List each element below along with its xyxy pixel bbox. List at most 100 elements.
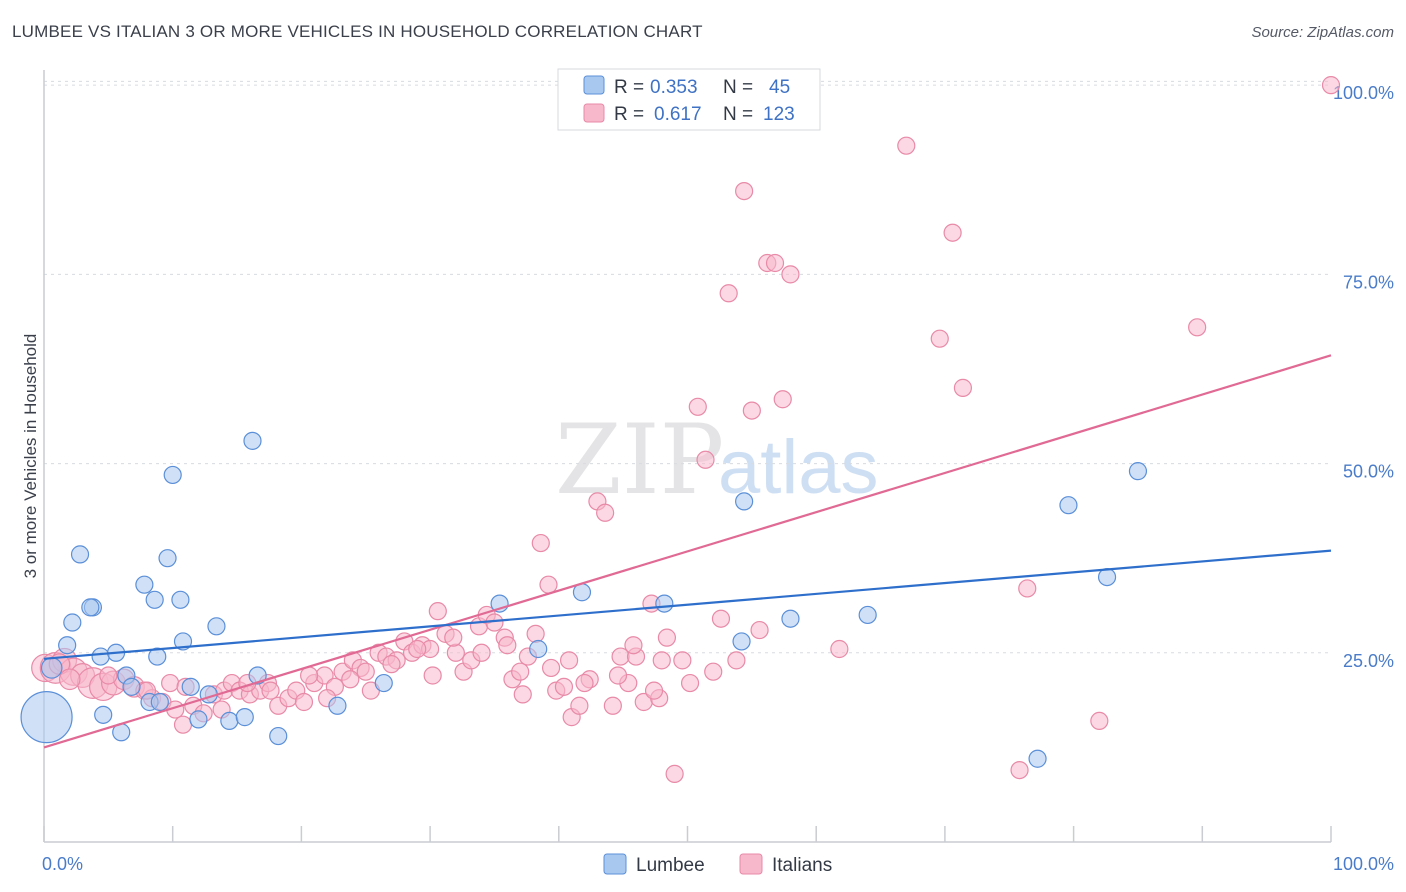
italians-point-94	[1018, 579, 1037, 598]
series-legend: Lumbee Italians	[603, 853, 832, 876]
lumbee-point-19	[163, 465, 182, 485]
lumbee-point-25	[207, 617, 226, 636]
lumbee-point-1	[40, 657, 63, 679]
italians-point-124	[652, 651, 671, 670]
stats-legend: R = 0.353 N = 45 R = 0.617 N = 123	[557, 68, 821, 131]
stats-legend-n-label-lumbee: N =	[723, 77, 753, 98]
italians-point-114	[444, 628, 463, 647]
lumbee-point-39	[781, 609, 800, 628]
lumbee-point-38	[735, 492, 754, 511]
italians-point-80	[727, 651, 746, 670]
italians-point-93	[1010, 760, 1029, 780]
italians-point-100	[99, 666, 118, 685]
lumbee-trend-line	[43, 549, 1332, 660]
lumbee-point-36	[655, 594, 674, 613]
lumbee-point-29	[248, 666, 267, 685]
stats-legend-n-value-italians: 123	[763, 104, 795, 125]
italians-point-116	[498, 636, 517, 655]
chart-source: Source: ZipAtlas.com	[1251, 24, 1394, 41]
italians-point-111	[382, 655, 401, 674]
y-tick-label-25: 25.0%	[1343, 651, 1394, 671]
italians-point-63	[596, 503, 615, 522]
legend-label-italians: Italians	[772, 855, 832, 876]
italians-point-78	[711, 609, 731, 628]
lumbee-point-18	[158, 549, 177, 568]
italians-point-71	[657, 628, 677, 647]
legend-swatch-lumbee	[603, 853, 627, 875]
italians-point-123	[644, 681, 664, 700]
stats-legend-swatch-lumbee	[583, 75, 605, 95]
lumbee-point-32	[374, 673, 393, 693]
italians-point-118	[541, 658, 561, 678]
x-tick-label-0: 0.0%	[42, 854, 83, 874]
lumbee-point-30	[269, 726, 288, 746]
italians-point-77	[704, 662, 723, 681]
italians-point-54	[526, 624, 545, 643]
italians-point-76	[696, 450, 715, 469]
stats-legend-n-value-lumbee: 45	[769, 77, 790, 98]
italians-point-113	[423, 666, 442, 685]
italians-point-58	[554, 677, 574, 696]
lumbee-point-34	[529, 639, 548, 659]
y-tick-label-100: 100.0%	[1333, 83, 1394, 103]
chart-title: LUMBEE VS ITALIAN 3 OR MORE VEHICLES IN …	[12, 22, 703, 41]
lumbee-point-28	[243, 431, 262, 450]
lumbee-point-27	[235, 708, 254, 727]
italians-point-99	[58, 668, 81, 691]
trend-lines	[43, 354, 1332, 749]
italians-point-52	[511, 662, 530, 681]
italians-point-119	[559, 651, 579, 670]
italians-point-60	[570, 696, 589, 715]
lumbee-point-8	[94, 705, 113, 724]
italians-point-117	[513, 685, 532, 704]
italians-point-42	[428, 602, 447, 621]
italians-point-121	[608, 666, 628, 685]
italians-point-83	[750, 620, 769, 640]
stats-legend-swatch-italians	[583, 103, 605, 123]
italians-point-122	[624, 636, 643, 655]
lumbee-point-15	[145, 590, 164, 609]
lumbee-point-44	[1128, 462, 1148, 481]
italians-point-75	[688, 397, 707, 416]
lumbee-point-13	[135, 575, 154, 594]
stats-legend-r-label-italians: R =	[614, 104, 644, 125]
italians-point-89	[897, 136, 916, 155]
italians-point-44	[446, 643, 465, 662]
italians-point-73	[673, 651, 692, 670]
lumbee-point-3	[63, 613, 82, 632]
lumbee-point-43	[1097, 567, 1117, 587]
italians-point-14	[173, 715, 193, 734]
stats-legend-n-label-italians: N =	[723, 104, 753, 125]
lumbee-point-41	[1028, 749, 1047, 768]
italians-point-106	[261, 681, 280, 700]
italians-point-74	[680, 673, 700, 693]
x-tick-label-100: 100.0%	[1333, 854, 1394, 874]
lumbee-point-2	[58, 636, 77, 655]
italians-point-64	[603, 696, 622, 715]
y-tick-label-50: 50.0%	[1343, 462, 1394, 482]
italians-point-85	[765, 253, 785, 273]
italians-point-115	[472, 643, 491, 662]
italians-point-109	[341, 670, 360, 689]
lumbee-point-37	[732, 632, 751, 651]
lumbee-point-20	[171, 590, 190, 609]
italians-point-102	[161, 673, 180, 693]
italians-point-87	[781, 265, 800, 284]
stats-legend-r-value-lumbee: 0.353	[650, 77, 698, 98]
lumbee-point-12	[122, 677, 141, 696]
y-tick-label-75: 75.0%	[1343, 272, 1394, 292]
italians-point-55	[531, 533, 550, 553]
italians-point-110	[356, 662, 375, 681]
italians-point-27	[294, 692, 314, 712]
lumbee-point-6	[81, 598, 100, 617]
lumbee-point-40	[858, 605, 877, 625]
italians-trend-line	[43, 354, 1332, 749]
lumbee-point-17	[148, 647, 167, 666]
grid	[44, 80, 1331, 654]
lumbee-point-31	[328, 696, 347, 715]
italians-point-72	[665, 764, 684, 783]
lumbee-point-42	[1059, 496, 1078, 515]
lumbee-point-21	[173, 632, 193, 651]
italians-point-79	[719, 284, 738, 303]
